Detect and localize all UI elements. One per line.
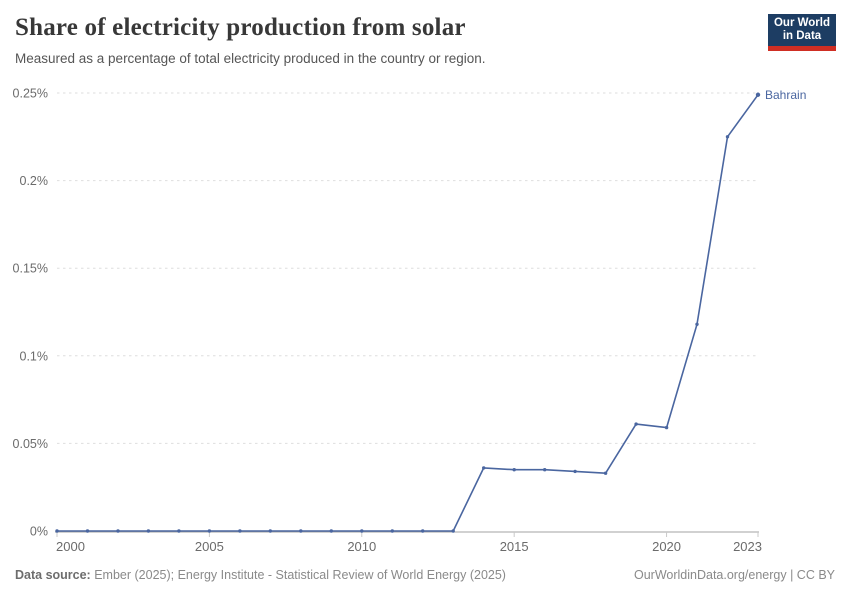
data-point: [177, 529, 181, 533]
data-source-note: Data source: Ember (2025); Energy Instit…: [15, 568, 506, 582]
chart-footer: Data source: Ember (2025); Energy Instit…: [15, 568, 835, 582]
data-point: [451, 529, 455, 533]
data-point: [360, 529, 364, 533]
data-point: [329, 529, 333, 533]
data-point: [146, 529, 151, 533]
chart-header: Share of electricity production from sol…: [15, 14, 755, 67]
data-point: [482, 466, 486, 470]
owid-logo[interactable]: Our World in Data: [768, 14, 836, 51]
series-end-label[interactable]: Bahrain: [765, 88, 806, 102]
data-point: [116, 529, 120, 533]
y-tick-label: 0.05%: [13, 437, 48, 451]
y-tick-label: 0.25%: [13, 87, 48, 101]
data-point: [543, 468, 547, 472]
x-tick-label: 2000: [56, 539, 85, 554]
data-source-text: Ember (2025); Energy Institute - Statist…: [90, 568, 506, 582]
data-point: [55, 529, 59, 533]
series-line-bahrain[interactable]: [57, 94, 759, 532]
chart-title: Share of electricity production from sol…: [15, 14, 466, 41]
data-point: [268, 529, 272, 533]
data-point: [390, 529, 394, 533]
data-point: [603, 471, 608, 475]
data-point: [725, 135, 730, 139]
x-tick-label: 2010: [347, 539, 376, 554]
x-tick-label: 2023: [733, 539, 762, 554]
y-tick-label: 0.15%: [13, 262, 48, 276]
y-tick-label: 0.2%: [20, 174, 49, 188]
data-point: [207, 529, 212, 533]
data-point: [573, 469, 577, 474]
y-tick-label: 0%: [30, 525, 48, 539]
data-point: [664, 425, 669, 430]
x-tick-label: 2020: [652, 539, 681, 554]
data-point: [695, 322, 699, 326]
chart-subtitle: Measured as a percentage of total electr…: [15, 50, 486, 66]
data-point: [421, 529, 425, 533]
data-point: [299, 529, 303, 533]
data-point: [512, 468, 516, 472]
data-point: [238, 529, 242, 533]
x-tick-label: 2005: [195, 539, 224, 554]
data-point: [634, 422, 638, 426]
x-tick-label: 2015: [500, 539, 529, 554]
data-point: [85, 529, 90, 533]
owid-logo-line2: in Data: [782, 30, 822, 42]
owid-logo-line1: Our World: [773, 17, 830, 29]
series-end-marker: [755, 92, 761, 97]
y-tick-label: 0.1%: [20, 349, 49, 363]
data-source-label: Data source:: [15, 568, 91, 582]
credit-line: OurWorldinData.org/energy | CC BY: [633, 568, 835, 582]
